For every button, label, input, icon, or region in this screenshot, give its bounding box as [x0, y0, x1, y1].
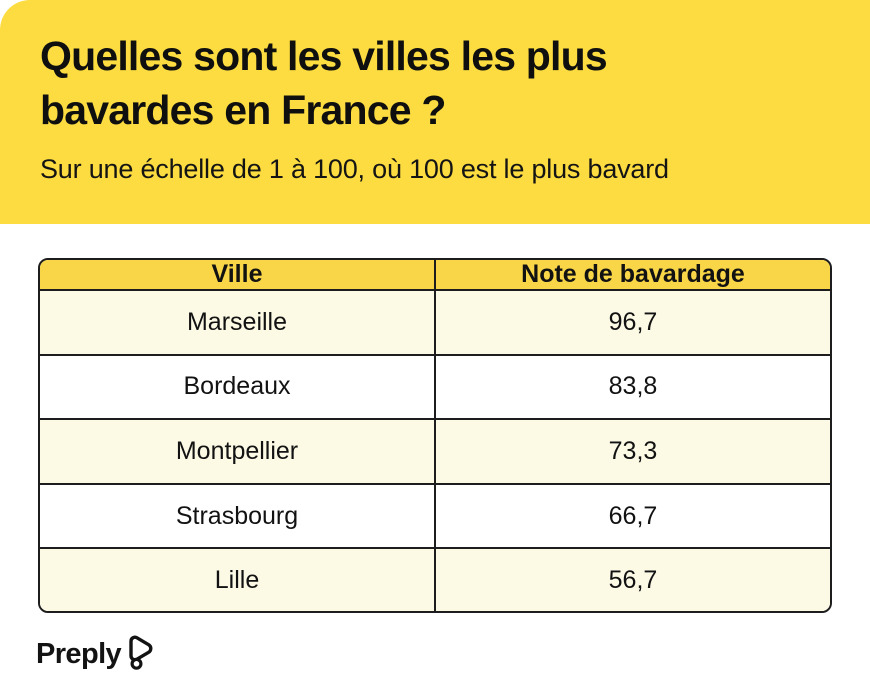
column-header-note: Note de bavardage — [434, 260, 830, 291]
city-cell: Montpellier — [40, 419, 435, 485]
brand-footer: Preply — [36, 634, 155, 671]
page-subtitle: Sur une échelle de 1 à 100, où 100 est l… — [40, 154, 669, 184]
table-row: Strasbourg 66,7 — [40, 483, 830, 550]
chattiness-table: Ville Note de bavardage Marseille 96,7 B… — [38, 258, 832, 613]
score-cell: 66,7 — [434, 483, 830, 550]
chattiness-table-grid: Ville Note de bavardage Marseille 96,7 B… — [40, 260, 830, 611]
page-title-line-2: bavardes en France ? — [40, 87, 446, 133]
score-cell: 56,7 — [434, 548, 830, 611]
table-row: Lille 56,7 — [40, 548, 830, 611]
score-cell: 83,8 — [434, 354, 830, 421]
table-row: Marseille 96,7 — [40, 290, 830, 356]
table-row: Bordeaux 83,8 — [40, 354, 830, 421]
preply-bubble-icon — [129, 635, 153, 670]
preply-wordmark: Preply — [36, 638, 122, 670]
city-cell: Bordeaux — [40, 354, 435, 421]
table-header-row: Ville Note de bavardage — [40, 260, 830, 291]
city-cell: Marseille — [40, 290, 435, 356]
page-title: Quelles sont les villes les plus bavarde… — [40, 29, 830, 137]
page-title-line-1: Quelles sont les villes les plus — [40, 33, 608, 79]
score-cell: 96,7 — [434, 290, 830, 356]
city-cell: Strasbourg — [40, 483, 435, 550]
city-cell: Lille — [40, 548, 435, 611]
header-banner: Quelles sont les villes les plus bavarde… — [0, 0, 870, 224]
column-header-ville: Ville — [40, 260, 435, 291]
table-row: Montpellier 73,3 — [40, 419, 830, 485]
score-cell: 73,3 — [434, 419, 830, 485]
